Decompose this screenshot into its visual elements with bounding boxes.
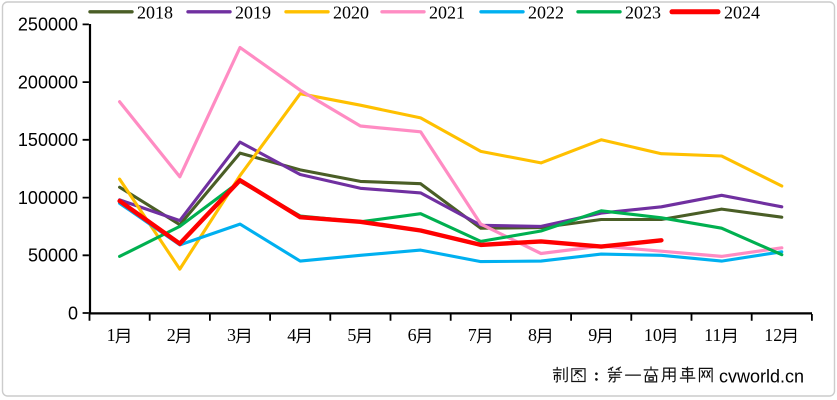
svg-text:3: 3 bbox=[227, 325, 236, 345]
svg-text:6: 6 bbox=[408, 325, 417, 345]
svg-text:250000: 250000 bbox=[18, 15, 78, 35]
svg-text:5: 5 bbox=[347, 325, 356, 345]
svg-text:100000: 100000 bbox=[18, 188, 78, 208]
svg-text:200000: 200000 bbox=[18, 72, 78, 92]
svg-text:8: 8 bbox=[528, 325, 537, 345]
svg-text:2018: 2018 bbox=[137, 2, 173, 22]
svg-text:0: 0 bbox=[68, 303, 78, 323]
svg-text:1: 1 bbox=[107, 325, 116, 345]
svg-text:cvworld.cn: cvworld.cn bbox=[719, 366, 804, 386]
svg-text:50000: 50000 bbox=[28, 246, 78, 266]
svg-text:9: 9 bbox=[588, 325, 597, 345]
svg-text:2023: 2023 bbox=[625, 2, 661, 22]
svg-text:7: 7 bbox=[468, 325, 477, 345]
svg-text:11: 11 bbox=[704, 325, 721, 345]
svg-text:2019: 2019 bbox=[235, 2, 271, 22]
svg-text:2020: 2020 bbox=[333, 2, 369, 22]
svg-text:2022: 2022 bbox=[528, 2, 564, 22]
svg-text:2024: 2024 bbox=[724, 2, 760, 22]
svg-text:10: 10 bbox=[644, 325, 662, 345]
svg-text:2: 2 bbox=[167, 325, 176, 345]
svg-text:150000: 150000 bbox=[18, 130, 78, 150]
svg-text:4: 4 bbox=[287, 325, 296, 345]
svg-text:12: 12 bbox=[764, 325, 782, 345]
svg-text:2021: 2021 bbox=[429, 2, 465, 22]
